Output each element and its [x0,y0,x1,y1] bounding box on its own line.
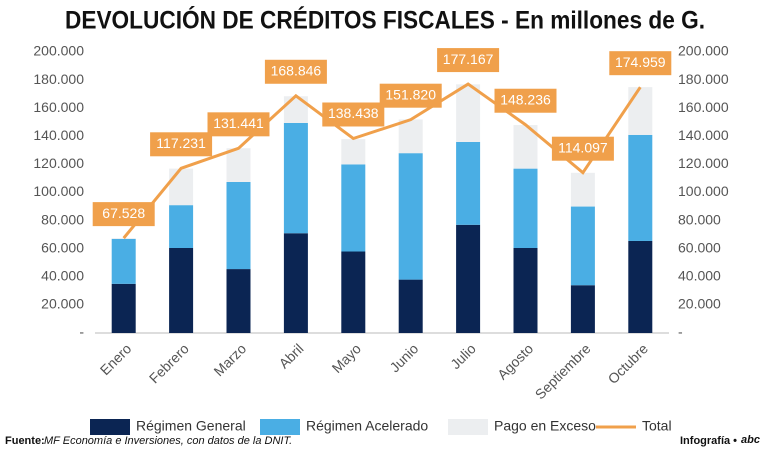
legend-label: Total [642,418,672,434]
y2-tick-label: 40.000 [678,268,721,284]
chart-title: DEVOLUCIÓN DE CRÉDITOS FISCALES - En mil… [65,5,705,35]
legend-label: Régimen Acelerado [306,418,428,434]
y2-tick-label: 180.000 [678,71,729,87]
y2-tick-label: 200.000 [678,43,729,59]
bar-segment [169,168,194,206]
value-label: 151.820 [385,86,436,102]
value-label: 114.097 [558,139,608,155]
value-label-box [379,83,442,108]
x-tick-label: Enero [97,340,135,378]
y-tick-label: 60.000 [41,239,84,255]
bar-segment [456,141,481,225]
y2-tick-label: 60.000 [678,239,721,255]
bar-segment [513,168,538,248]
bar-segment [570,172,595,207]
y-tick-label: 180.000 [33,71,84,87]
x-tick-label: Octubre [605,340,652,387]
bar-segment [226,148,251,182]
credit: Infografía • [680,435,737,447]
legend-swatch [448,419,488,435]
bar-segment [226,269,251,333]
y2-tick-label: 100.000 [678,183,729,199]
x-tick-label: Julio [447,340,479,372]
value-label-box [150,132,213,157]
bar-segment [169,247,194,333]
legend-swatch [260,419,300,435]
y-tick-label: 200.000 [33,43,84,59]
x-tick-label: Septiembre [532,340,594,402]
bar-segment [398,153,423,280]
value-label-box [92,202,155,227]
value-label-box [609,51,672,76]
bar-segment [341,251,366,333]
bar-segment [628,87,653,135]
y-tick-label: 80.000 [41,211,84,227]
legend-swatch [90,419,130,435]
value-label: 174.959 [615,54,666,70]
value-label: 138.438 [328,105,379,121]
bar-segment [111,238,136,284]
bar-segment [398,279,423,333]
bar-segment [398,119,423,154]
x-tick-label: Abril [276,340,307,371]
value-label: 67.528 [102,205,145,221]
bar-segment [226,181,251,270]
y-tick-label: 100.000 [33,183,84,199]
bar-segment [570,206,595,286]
value-label: 168.846 [271,62,322,78]
y-tick-label: 120.000 [33,155,84,171]
y2-tick-label: 20.000 [678,296,721,312]
bar-segment [628,134,653,241]
value-label: 131.441 [213,115,264,131]
logo: abc [741,434,760,446]
y-tick-label: 140.000 [33,127,84,143]
value-label-box [437,48,500,73]
y-tick-label: 40.000 [41,268,84,284]
value-label-box [264,59,327,84]
x-tick-label: Agosto [494,340,536,382]
bar-segment [111,283,136,333]
source-label: Fuente: [5,435,45,447]
y2-tick-label: 140.000 [678,127,729,143]
value-label-box [494,88,557,113]
y2-tick-label: 120.000 [678,155,729,171]
bar-segment [570,285,595,333]
bar-segment [341,164,366,252]
bar-segment [456,84,481,142]
value-label: 117.231 [156,135,206,151]
value-label-box [207,112,270,137]
value-label: 177.167 [443,51,494,67]
x-tick-label: Febrero [146,340,192,386]
x-tick-label: Mayo [329,340,365,376]
bar-segment [111,238,136,239]
bar-segment [283,122,308,234]
value-label-box [551,136,614,161]
legend-label: Pago en Exceso [494,418,596,434]
y2-tick-label: - [678,324,683,340]
x-tick-label: Marzo [210,340,249,379]
source: MF Economía e Inversiones, con datos de … [44,435,292,447]
y-tick-label: - [79,324,84,340]
bar-segment [628,240,653,333]
bar-segment [341,139,366,165]
legend-label: Régimen General [136,418,246,434]
bar-segment [456,224,481,333]
y2-tick-label: 80.000 [678,211,721,227]
y2-tick-label: 160.000 [678,99,729,115]
bar-segment [513,247,538,333]
bar-segment [283,233,308,333]
x-tick-label: Junio [386,340,421,375]
bar-segment [169,205,194,248]
y-tick-label: 160.000 [33,99,84,115]
value-label-box [322,102,385,127]
value-label: 148.236 [500,91,551,107]
y-tick-label: 20.000 [41,296,84,312]
